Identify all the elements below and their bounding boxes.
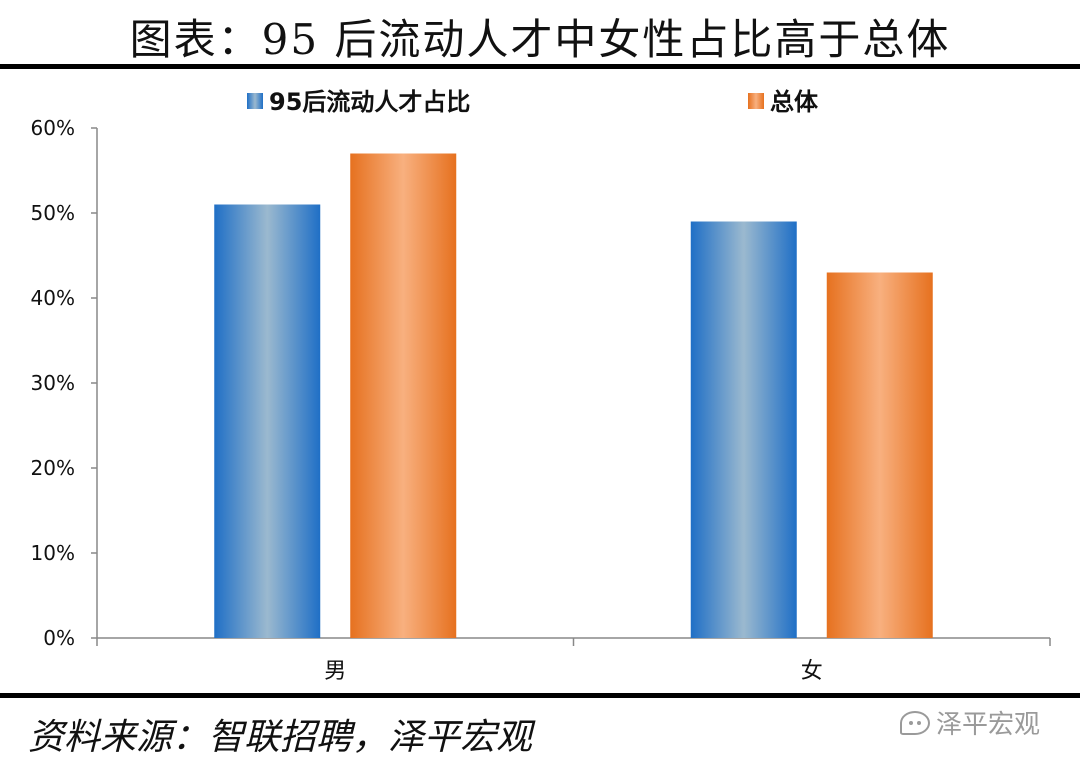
- y-tick-label: 0%: [43, 626, 75, 650]
- chart-legend: 95后流动人才占比 总体: [247, 88, 819, 116]
- legend-swatch: [247, 93, 263, 109]
- page-title: 图表：95 后流动人才中女性占比高于总体: [129, 15, 951, 64]
- y-tick-label: 40%: [31, 286, 75, 310]
- watermark: 泽平宏观: [900, 704, 1040, 741]
- bar-overall-1: [826, 272, 933, 638]
- y-tick-label: 30%: [31, 371, 75, 395]
- source-note: 资料来源：智联招聘，泽平宏观: [28, 717, 533, 758]
- wechat-icon: [900, 710, 930, 735]
- bars: [214, 153, 933, 638]
- bar-post95-1: [690, 221, 797, 638]
- legend-swatch: [748, 93, 764, 109]
- bar-chart: 95后流动人才占比 总体 0%10%20%30%40%50%60% 男女: [31, 88, 1051, 684]
- x-axis: 男女: [96, 637, 1051, 684]
- y-tick-label: 20%: [31, 456, 75, 480]
- y-axis: 0% 10% 20% 30% 40% 50% 60%: [31, 116, 98, 650]
- y-tick-label: 10%: [31, 541, 75, 565]
- bar-overall-0: [350, 153, 457, 638]
- legend-label: 总体: [770, 88, 819, 116]
- watermark-text: 泽平宏观: [936, 710, 1041, 740]
- x-category-label: 女: [801, 659, 823, 684]
- title-divider: [0, 64, 1080, 69]
- x-category-label: 男: [324, 659, 346, 684]
- y-tick-label: 60%: [31, 116, 75, 140]
- footer-divider: [0, 693, 1080, 698]
- y-tick-label: 50%: [31, 201, 75, 225]
- bar-post95-0: [214, 204, 321, 638]
- legend-label: 95后流动人才占比: [269, 88, 470, 116]
